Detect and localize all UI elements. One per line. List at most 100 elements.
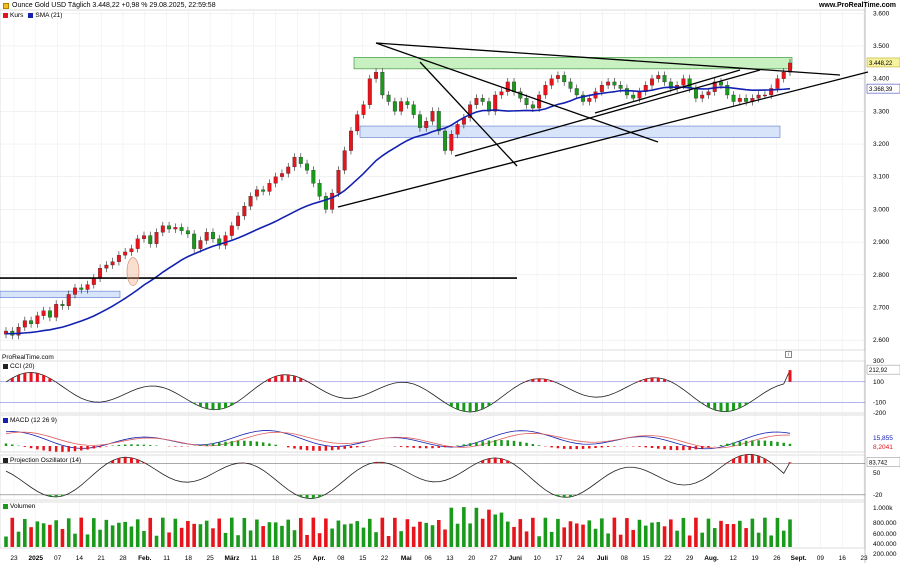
volume-bar	[386, 535, 391, 547]
candle-down	[380, 71, 385, 96]
volume-bar	[625, 518, 629, 547]
x-tick-label: 11	[250, 555, 257, 562]
volume-bar	[524, 531, 529, 547]
candle-up	[756, 94, 761, 99]
volume-bar	[687, 535, 692, 547]
candle-up	[116, 255, 121, 262]
trendline	[337, 71, 869, 208]
volume-bar	[273, 522, 278, 547]
candle-up	[499, 91, 504, 96]
x-tick-label: 15	[642, 555, 650, 562]
volume-bar	[568, 521, 573, 547]
candle-up	[267, 183, 272, 192]
volume-bar	[255, 519, 259, 547]
macd-swatch	[3, 418, 8, 423]
candle-down	[60, 304, 65, 307]
volume-bar	[179, 527, 184, 547]
site-link[interactable]: www.ProRealTime.com	[818, 2, 896, 9]
volume-bar	[148, 517, 153, 547]
candle-up	[248, 196, 253, 207]
legend-sma: SMA (21)	[35, 12, 63, 19]
macd-signal-line	[5, 431, 791, 449]
volume-tick: 400.000	[873, 541, 897, 548]
volume-bar	[217, 518, 222, 547]
cci-panel	[0, 360, 866, 414]
candle-down	[574, 88, 579, 96]
candle-up	[543, 85, 548, 96]
volume-bar	[411, 526, 416, 547]
volume-bar	[781, 530, 786, 547]
volume-bar	[173, 518, 178, 547]
x-tick-label: 07	[54, 555, 62, 562]
candle-up	[229, 225, 234, 236]
candle-down	[581, 94, 585, 102]
volume-bar	[248, 530, 253, 547]
x-tick-label: 28	[119, 555, 127, 562]
x-tick-label: Aug.	[704, 555, 719, 562]
candle-down	[480, 98, 485, 102]
candle-up	[98, 268, 103, 279]
candle-down	[631, 94, 636, 99]
volume-bar	[424, 522, 429, 547]
volume-bar	[336, 520, 341, 547]
volume-bar	[725, 524, 730, 547]
volume-bar	[361, 527, 366, 547]
cci-value-label-bg	[866, 364, 900, 375]
cci-legend: CCI (20)	[3, 363, 35, 370]
volume-bar	[135, 519, 140, 547]
candle-up	[342, 150, 347, 171]
projection-tick: -20	[873, 492, 883, 499]
volume-bar	[405, 519, 410, 547]
volume-bar	[10, 517, 15, 547]
x-tick-label: Mai	[401, 555, 412, 562]
volume-bar	[581, 524, 585, 547]
candle-up	[173, 227, 178, 230]
x-tick-label: 27	[490, 555, 498, 562]
volume-bar	[236, 535, 240, 547]
sma-polyline	[5, 86, 791, 335]
candle-up	[493, 94, 498, 112]
legend-kurs: Kurs	[10, 12, 24, 19]
volume-bar	[487, 509, 491, 547]
y-tick-label: 3.000	[873, 206, 890, 213]
volume-bar	[712, 528, 717, 547]
volume-bar	[298, 518, 303, 547]
candle-up	[73, 287, 77, 295]
candle-up	[330, 192, 335, 210]
x-tick-label: 08	[621, 555, 629, 562]
x-tick-label: 08	[337, 555, 345, 562]
candle-down	[47, 310, 52, 318]
x-tick-label: 26	[773, 555, 781, 562]
volume-bar	[750, 518, 755, 547]
candlestick-series[interactable]	[4, 59, 792, 340]
volume-bar	[142, 530, 146, 547]
volume-bar	[223, 532, 228, 547]
projection-tick: 50	[873, 470, 881, 477]
x-tick-label: 23	[10, 555, 18, 562]
candle-up	[555, 75, 560, 79]
sma-line	[5, 86, 791, 335]
y-tick-label: 3.500	[873, 43, 890, 50]
candle-down	[185, 230, 190, 235]
volume-bar	[167, 532, 171, 547]
volume-bar	[549, 531, 554, 547]
x-tick-label: Apr.	[313, 555, 326, 562]
candle-down	[662, 75, 667, 83]
volume-bar	[468, 523, 472, 547]
volume-bar	[73, 533, 77, 547]
volume-bar	[543, 517, 548, 547]
info-icon[interactable]: i	[785, 351, 792, 358]
volume-bar	[738, 520, 742, 547]
macd-legend: MACD (12 26 9)	[3, 417, 57, 424]
volume-bar	[186, 520, 190, 547]
x-tick-label: 18	[272, 555, 280, 562]
volume-bar	[656, 522, 661, 547]
candle-up	[637, 91, 642, 99]
projection-panel	[0, 454, 866, 501]
cci-tick: 100	[873, 379, 884, 386]
candle-down	[192, 233, 197, 249]
candle-up	[135, 238, 140, 249]
candle-down	[725, 85, 730, 96]
sma-swatch	[28, 13, 34, 18]
